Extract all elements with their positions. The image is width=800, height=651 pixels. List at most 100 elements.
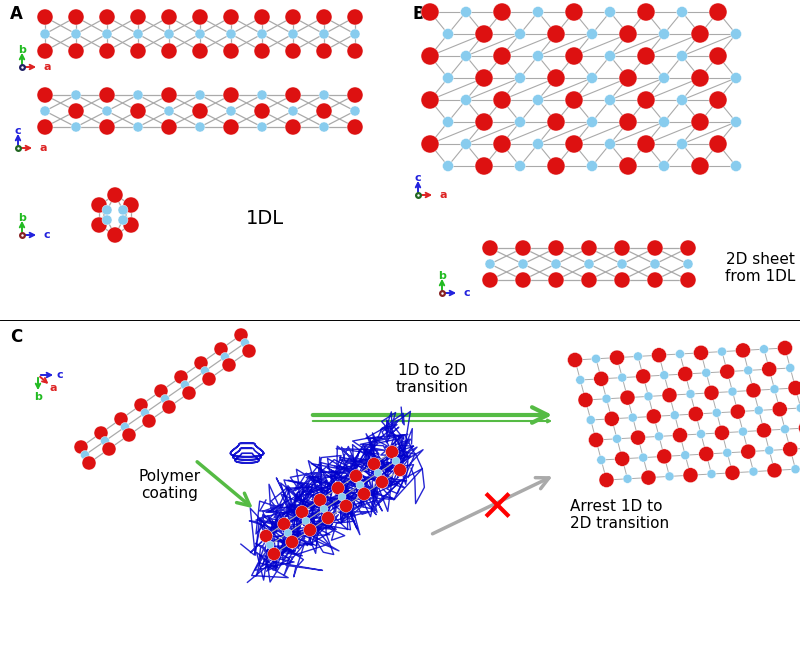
Circle shape <box>475 25 493 43</box>
Text: Arrest 1D to
2D transition: Arrest 1D to 2D transition <box>570 499 669 531</box>
Circle shape <box>375 475 389 488</box>
Circle shape <box>68 43 84 59</box>
Circle shape <box>586 415 595 424</box>
Circle shape <box>99 87 115 103</box>
Circle shape <box>681 450 690 460</box>
Circle shape <box>461 7 471 18</box>
Circle shape <box>670 411 679 420</box>
Circle shape <box>91 217 107 233</box>
Circle shape <box>161 9 177 25</box>
Circle shape <box>350 469 362 482</box>
Circle shape <box>514 29 526 40</box>
Circle shape <box>223 43 239 59</box>
Circle shape <box>475 69 493 87</box>
Circle shape <box>442 161 454 171</box>
Circle shape <box>302 517 310 525</box>
Circle shape <box>421 91 439 109</box>
Circle shape <box>613 434 622 443</box>
Circle shape <box>257 122 267 132</box>
Text: 2D sheet
from 1DL: 2D sheet from 1DL <box>725 252 795 284</box>
Circle shape <box>673 428 687 443</box>
Circle shape <box>646 409 662 424</box>
Circle shape <box>694 345 709 360</box>
Circle shape <box>665 472 674 481</box>
Circle shape <box>101 437 110 445</box>
Circle shape <box>40 106 50 116</box>
Circle shape <box>638 453 648 462</box>
Circle shape <box>586 29 598 40</box>
Circle shape <box>630 430 646 445</box>
Circle shape <box>619 157 637 175</box>
Circle shape <box>678 367 693 381</box>
Circle shape <box>266 541 274 549</box>
Circle shape <box>654 432 663 441</box>
Circle shape <box>744 366 753 375</box>
Circle shape <box>107 187 123 203</box>
Circle shape <box>214 342 228 356</box>
Circle shape <box>114 412 128 426</box>
Circle shape <box>533 51 543 61</box>
Circle shape <box>259 529 273 542</box>
Circle shape <box>331 482 345 495</box>
Circle shape <box>162 400 176 414</box>
Circle shape <box>548 240 564 256</box>
Circle shape <box>202 372 216 386</box>
Circle shape <box>662 388 677 403</box>
Circle shape <box>677 51 687 61</box>
Text: c: c <box>464 288 470 298</box>
Circle shape <box>99 119 115 135</box>
Circle shape <box>741 444 756 459</box>
Circle shape <box>514 117 526 128</box>
Circle shape <box>657 449 672 464</box>
Circle shape <box>581 240 597 256</box>
Circle shape <box>591 354 601 363</box>
Circle shape <box>234 328 248 342</box>
Circle shape <box>781 424 790 434</box>
Circle shape <box>658 161 670 171</box>
Circle shape <box>658 29 670 40</box>
Circle shape <box>610 350 625 365</box>
Circle shape <box>605 94 615 105</box>
Circle shape <box>257 90 267 100</box>
Text: c: c <box>14 126 22 136</box>
Circle shape <box>350 29 360 39</box>
Circle shape <box>691 25 709 43</box>
Circle shape <box>123 217 139 233</box>
Circle shape <box>702 368 710 378</box>
Circle shape <box>683 259 693 269</box>
Text: c: c <box>57 370 63 380</box>
Circle shape <box>688 406 703 421</box>
Circle shape <box>514 72 526 83</box>
Circle shape <box>589 432 603 447</box>
Circle shape <box>295 505 309 518</box>
Circle shape <box>278 518 290 531</box>
Circle shape <box>650 259 660 269</box>
Circle shape <box>551 259 561 269</box>
Circle shape <box>709 3 727 21</box>
Circle shape <box>257 29 267 39</box>
Circle shape <box>319 90 329 100</box>
Circle shape <box>347 87 363 103</box>
Circle shape <box>182 386 196 400</box>
Circle shape <box>718 347 726 356</box>
Text: B: B <box>412 5 425 23</box>
Circle shape <box>37 43 53 59</box>
Circle shape <box>651 348 666 363</box>
Circle shape <box>314 493 326 506</box>
Circle shape <box>81 450 90 460</box>
Circle shape <box>757 423 771 438</box>
Circle shape <box>164 106 174 116</box>
Circle shape <box>691 113 709 131</box>
Circle shape <box>285 87 301 103</box>
Text: Polymer
coating: Polymer coating <box>139 469 201 501</box>
Circle shape <box>565 3 583 21</box>
Circle shape <box>181 380 190 389</box>
Circle shape <box>691 69 709 87</box>
Circle shape <box>195 90 205 100</box>
Circle shape <box>482 240 498 256</box>
Circle shape <box>712 408 722 417</box>
Circle shape <box>118 205 128 215</box>
Circle shape <box>71 90 81 100</box>
Circle shape <box>547 113 565 131</box>
Circle shape <box>581 272 597 288</box>
